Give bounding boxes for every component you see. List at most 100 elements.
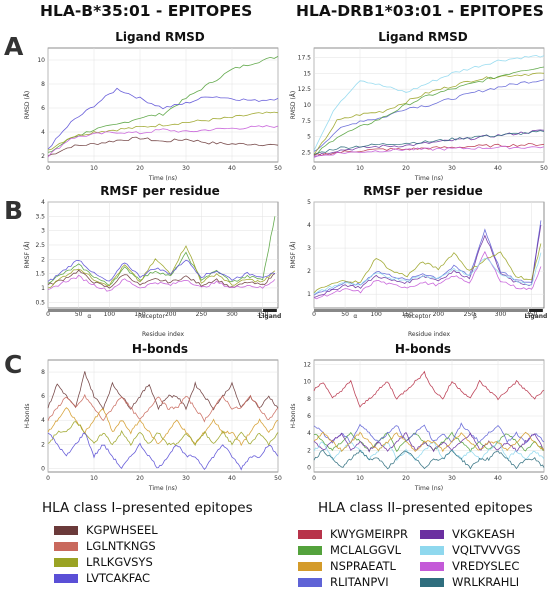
y-tick-label: 6 [41, 105, 45, 112]
y-tick-label: 8 [41, 369, 45, 376]
legend-swatch [298, 529, 322, 539]
y-tick-label: 2.5 [35, 242, 45, 249]
series-line [47, 259, 276, 282]
legend-label: WRLKRAHLI [452, 575, 520, 589]
legend-class-i: KGPWHSEEL LGLNTKNGS LRLKGVSYS LVTCAKFAC [54, 522, 158, 586]
y-axis-label: H-bonds [290, 404, 297, 429]
x-tick-label: 20 [136, 165, 144, 172]
series-line [47, 245, 276, 289]
y-tick-label: 10 [303, 102, 311, 109]
x-tick-label: 20 [402, 475, 410, 482]
legend-label: KGPWHSEEL [86, 523, 158, 537]
series-line [313, 79, 545, 152]
legend-swatch [298, 577, 322, 587]
plot-area [47, 201, 279, 309]
x-tick-label: 0 [312, 475, 316, 482]
legend-item: RLITANPVI [298, 574, 416, 590]
series-line [47, 274, 276, 292]
chart-title-c-right: H-bonds [394, 342, 452, 356]
series-line [47, 136, 279, 157]
legend-swatch [54, 541, 78, 551]
legend-swatch [420, 545, 444, 555]
series-line [313, 130, 545, 155]
y-tick-label: 2 [41, 153, 45, 160]
x-tick-label: 50 [341, 311, 349, 318]
legend-item: VREDYSLEC [420, 558, 538, 574]
y-tick-label: 0 [41, 465, 45, 472]
y-axis-label: RMSF (Å) [24, 241, 31, 268]
chart-title-a-left: Ligand RMSD [115, 30, 205, 44]
left-column-title: HLA-B*35:01 - EPITOPES [40, 2, 253, 20]
x-axis-label: Time (ns) [414, 485, 443, 492]
y-tick-label: 7.5 [301, 118, 311, 125]
legend-title-class-ii: HLA class II–presented epitopes [318, 500, 533, 516]
x-tick-label: 50 [540, 475, 548, 482]
legend-swatch [420, 561, 444, 571]
chart-title-b-left: RMSF per residue [100, 184, 220, 198]
y-tick-label: 5 [307, 199, 311, 206]
y-tick-label: 17.5 [298, 55, 312, 62]
x-tick-label: 0 [312, 165, 316, 172]
series-line [47, 216, 276, 286]
legend-item: LRLKGVSYS [54, 554, 158, 570]
series-line [47, 111, 279, 151]
legend-item: NSPRAEATL [298, 558, 416, 574]
legend-label: KWYGMEIRPR [330, 527, 408, 541]
x-tick-label: 200 [165, 311, 177, 318]
x-tick-label: 10 [90, 165, 98, 172]
segment-label: Ligand [525, 313, 548, 320]
legend-label: LGLNTKNGS [86, 539, 156, 553]
x-tick-label: 40 [228, 475, 236, 482]
legend-item: WRLKRAHLI [420, 574, 538, 590]
y-tick-label: 15 [303, 70, 311, 77]
legend-swatch [420, 529, 444, 539]
legend-label: LRLKGVSYS [86, 555, 153, 569]
y-tick-label: 12 [303, 361, 311, 368]
y-tick-label: 2 [41, 441, 45, 448]
y-tick-label: 5 [307, 134, 311, 141]
x-tick-label: 20 [136, 475, 144, 482]
receptor-segment-bar [48, 309, 262, 312]
y-tick-label: 4 [307, 430, 311, 437]
x-tick-label: 10 [90, 475, 98, 482]
y-tick-label: 4 [41, 199, 45, 206]
y-tick-label: 3 [41, 228, 45, 235]
legend-label: VREDYSLEC [452, 559, 520, 573]
x-tick-label: 40 [228, 165, 236, 172]
x-tick-label: 100 [370, 311, 382, 318]
y-tick-label: 2 [41, 256, 45, 263]
segment-label: Receptor [404, 313, 431, 320]
y-tick-label: 2 [307, 447, 311, 454]
x-tick-label: 50 [274, 475, 282, 482]
series-line [47, 393, 279, 423]
x-tick-label: 10 [356, 165, 364, 172]
segment-label: β [473, 313, 477, 320]
ligand-segment-bar [529, 309, 543, 312]
series-line [313, 431, 545, 453]
x-tick-label: 250 [464, 311, 476, 318]
ligand-rmsd-chart-left: 2 4 6 8 10 0 10 20 30 40 50 Time (ns) RMSD (Å) [24, 47, 282, 182]
x-tick-label: 250 [196, 311, 208, 318]
x-tick-label: 50 [274, 165, 282, 172]
x-tick-label: 50 [75, 311, 83, 318]
ligand-segment-bar [263, 309, 277, 312]
legend-label: VKGKEASH [452, 527, 515, 541]
y-tick-label: 4 [307, 222, 311, 229]
series-line [47, 432, 279, 471]
series-line [47, 56, 279, 153]
series-line [313, 145, 545, 158]
segment-label: Receptor [138, 313, 165, 320]
hbonds-chart-left: 0 2 4 6 8 0 10 20 30 40 50 Time (ns) H-bonds [24, 359, 282, 492]
x-tick-label: 40 [494, 475, 502, 482]
y-tick-label: 10 [37, 57, 45, 64]
x-tick-label: 0 [46, 475, 50, 482]
x-axis-label: Time (ns) [148, 175, 177, 182]
series-line [313, 252, 542, 294]
row-label-b: B [4, 196, 24, 225]
segment-label: α [87, 313, 91, 320]
y-tick-label: 0 [307, 465, 311, 472]
legend-item: KGPWHSEEL [54, 522, 158, 538]
legend-label: VQLTVVVGS [452, 543, 521, 557]
series-line [313, 449, 545, 470]
